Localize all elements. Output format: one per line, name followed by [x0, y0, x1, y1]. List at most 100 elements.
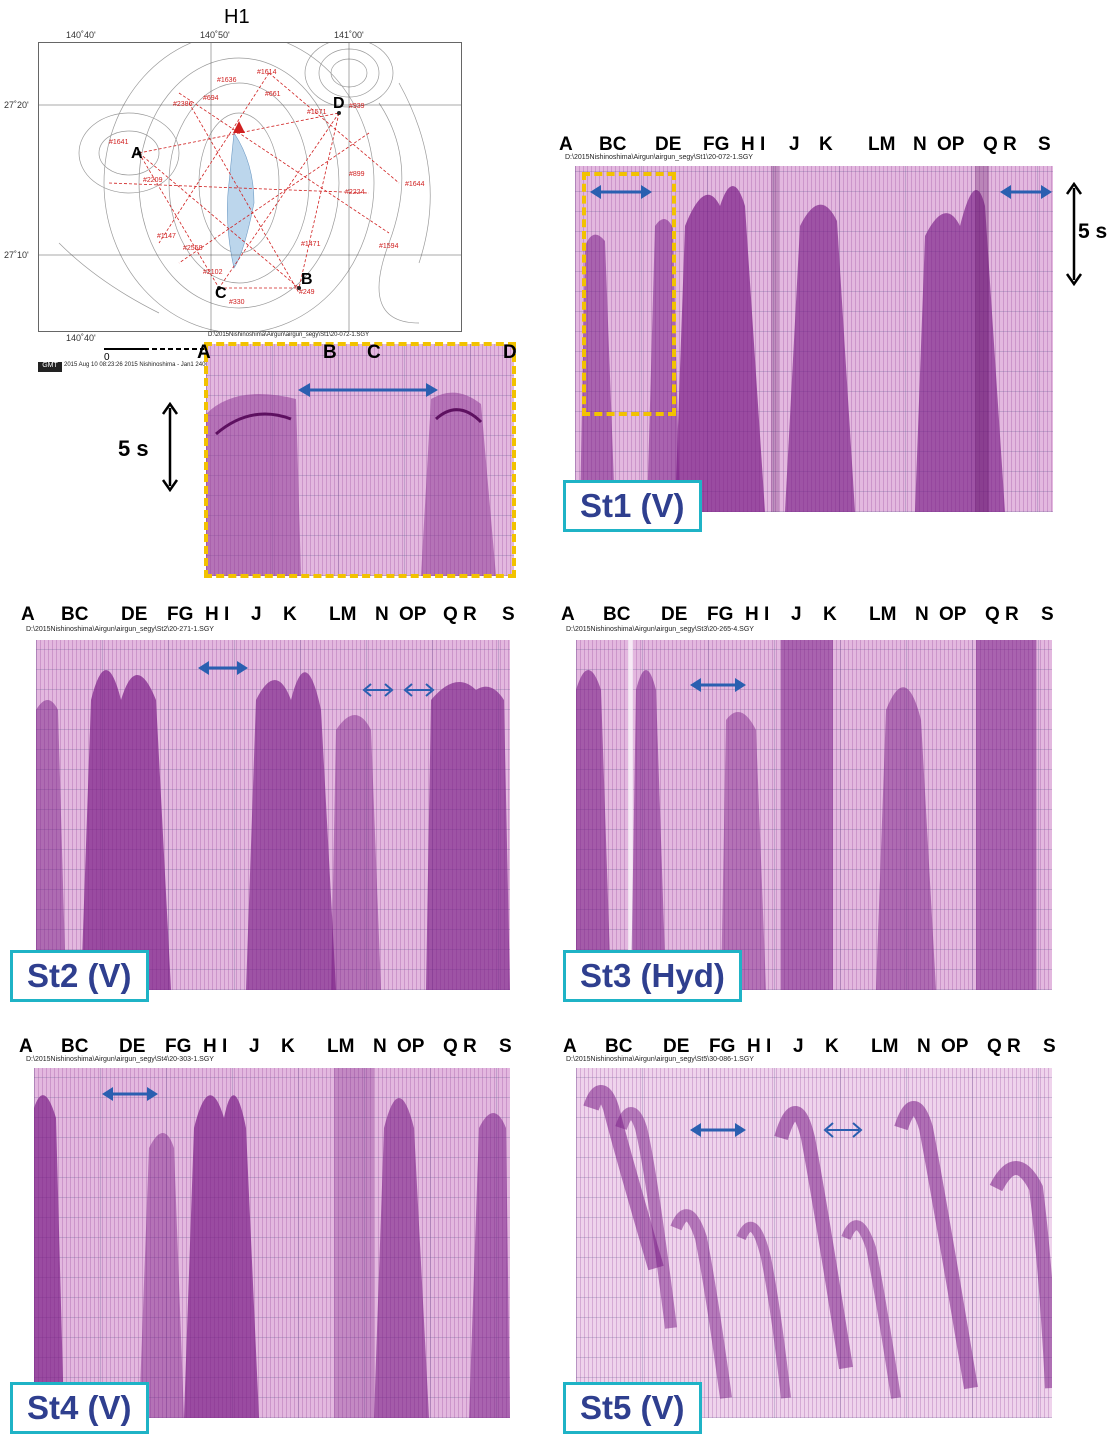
st3-letter: LM — [869, 604, 897, 625]
st3-letter: DE — [661, 604, 688, 625]
inset-letter-d: D — [503, 342, 517, 363]
inset-letter-a: A — [197, 342, 211, 363]
st5-label: St5 (V) — [563, 1382, 702, 1434]
map-title: H1 — [224, 6, 250, 28]
st4-letter: BC — [61, 1036, 89, 1057]
inset-scale-label: 5 s — [118, 436, 149, 461]
inset-letter-b: B — [323, 342, 337, 363]
st5-letter: A — [563, 1036, 577, 1057]
st2-letter: N — [375, 604, 389, 625]
st2-svg — [36, 670, 510, 990]
st3-gather — [576, 640, 1052, 990]
st5-letter: N — [917, 1036, 931, 1057]
st2-letter: S — [502, 604, 515, 625]
st3-letter: K — [823, 604, 837, 625]
shot-label: #330 — [229, 299, 245, 306]
map-station-a: A — [131, 145, 143, 162]
shot-label: #661 — [265, 91, 281, 98]
st4-label: St4 (V) — [10, 1382, 149, 1434]
st5-svg — [583, 1085, 1052, 1399]
st1-letter: S — [1038, 134, 1051, 155]
bathymetry-map: A B C D #1636 #1614 #694 #661 #2386 #157… — [38, 42, 462, 332]
st1-offset-arrow-1 — [590, 185, 652, 199]
inset-offset-arrow — [298, 383, 438, 397]
st5-letter: FG — [709, 1036, 736, 1057]
st2-letter: DE — [121, 604, 148, 625]
st1-letter: H I — [741, 134, 766, 155]
st1-letter: LM — [868, 134, 896, 155]
st1-label: St1 (V) — [563, 480, 702, 532]
st1-letter: FG — [703, 134, 730, 155]
st1-letter: N — [913, 134, 927, 155]
st1-letter: Q R — [983, 134, 1017, 155]
st5-file-title: D:\2015Nishinoshima\Airgun\airgun_segy\S… — [566, 1056, 754, 1063]
st4-gather — [34, 1068, 510, 1418]
st3-letter: BC — [603, 604, 631, 625]
scale-zero: 0 — [104, 352, 110, 363]
shot-label: #2224 — [345, 189, 365, 196]
st3-letter: N — [915, 604, 929, 625]
st2-letter: Q R — [443, 604, 477, 625]
shot-label: #1571 — [307, 109, 327, 116]
st3-letter: S — [1041, 604, 1054, 625]
st2-letter: LM — [329, 604, 357, 625]
shot-label: #1594 — [379, 243, 399, 250]
shot-label: #2209 — [143, 177, 163, 184]
st1-svg — [580, 166, 1005, 512]
st5-letter: LM — [871, 1036, 899, 1057]
lon-tick-bottom: 140˚40' — [66, 333, 96, 343]
st1-letter: A — [559, 134, 573, 155]
inset-file-title: D:\2015Nishinoshima\Airgun\airgun_segy\S… — [208, 332, 370, 338]
st4-file-title: D:\2015Nishinoshima\Airgun\airgun_segy\S… — [26, 1056, 214, 1063]
inset-highlight-frame — [204, 342, 516, 578]
st5-offset-arrow-1 — [690, 1123, 746, 1137]
gmt-badge: GMT — [38, 362, 62, 372]
shot-label: #2102 — [203, 269, 223, 276]
st3-file-title: D:\2015Nishinoshima\Airgun\airgun_segy\S… — [566, 626, 754, 633]
shot-label: #249 — [299, 289, 315, 296]
st4-letter: H I — [203, 1036, 228, 1057]
st5-letter: K — [825, 1036, 839, 1057]
st3-letter: OP — [939, 604, 967, 625]
st5-letter: DE — [663, 1036, 690, 1057]
st5-letter: H I — [747, 1036, 772, 1057]
st2-letter: BC — [61, 604, 89, 625]
st5-gather — [576, 1068, 1052, 1418]
shot-label: #939 — [349, 103, 365, 110]
st4-letter: N — [373, 1036, 387, 1057]
st3-label: St3 (Hyd) — [563, 950, 742, 1002]
shot-label: #1614 — [257, 69, 277, 76]
inset-svg — [206, 392, 496, 576]
shot-label: #1644 — [405, 181, 425, 188]
st1-offset-arrow-2 — [1000, 185, 1052, 199]
shot-label: #2386 — [173, 101, 193, 108]
st2-letter: A — [21, 604, 35, 625]
st4-letter: S — [499, 1036, 512, 1057]
shot-label: #1641 — [109, 139, 129, 146]
st2-label: St2 (V) — [10, 950, 149, 1002]
st2-offset-arrow-1 — [198, 661, 248, 675]
st2-file-title: D:\2015Nishinoshima\Airgun\airgun_segy\S… — [26, 626, 214, 633]
shot-label: #1636 — [217, 77, 237, 84]
st4-svg — [34, 1068, 510, 1418]
st5-offset-arrow-2 — [823, 1122, 863, 1138]
st1-letter: DE — [655, 134, 682, 155]
st2-letter: OP — [399, 604, 427, 625]
st1-letter: BC — [599, 134, 627, 155]
st2-offset-arrow-3 — [403, 683, 435, 697]
st5-letter: S — [1043, 1036, 1056, 1057]
st1-file-title: D:\2015Nishinoshima\Airgun\airgun_segy\S… — [565, 154, 753, 161]
st4-offset-arrow — [102, 1087, 158, 1101]
st3-letter: H I — [745, 604, 770, 625]
st4-letter: K — [281, 1036, 295, 1057]
st1-gather — [575, 166, 1053, 512]
st3-letter: Q R — [985, 604, 1019, 625]
st5-letter: OP — [941, 1036, 969, 1057]
shot-label: #694 — [203, 95, 219, 102]
st1-letter: OP — [937, 134, 965, 155]
st4-letter: A — [19, 1036, 33, 1057]
st3-letter: J — [791, 604, 802, 625]
st1-letter: K — [819, 134, 833, 155]
shot-label: #2558 — [183, 245, 203, 252]
st4-letter: FG — [165, 1036, 192, 1057]
